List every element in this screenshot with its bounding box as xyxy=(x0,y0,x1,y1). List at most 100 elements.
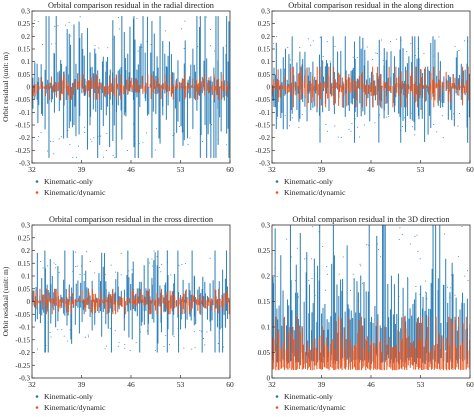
data-point xyxy=(410,42,412,44)
x-tick-label: 32 xyxy=(268,165,276,174)
data-point xyxy=(183,347,185,349)
legend-marker xyxy=(275,395,279,398)
data-point xyxy=(459,113,461,115)
y-tick-label: -0.25 xyxy=(15,147,30,155)
y-tick-label: 0.2 xyxy=(21,33,30,41)
data-point xyxy=(37,348,39,350)
legend-marker xyxy=(35,180,39,183)
data-point xyxy=(338,273,340,275)
x-tick-label: 53 xyxy=(177,165,185,174)
data-point xyxy=(380,39,382,41)
data-point xyxy=(449,296,451,298)
data-point xyxy=(57,25,59,27)
y-axis-label: Orbit residual (unit: m) xyxy=(1,266,10,336)
data-point xyxy=(466,270,468,272)
series-kinematic-dynamic xyxy=(272,316,470,371)
data-point xyxy=(458,256,460,258)
data-point xyxy=(386,116,388,118)
data-point xyxy=(117,17,119,19)
data-point xyxy=(383,59,385,61)
data-point xyxy=(350,130,352,132)
data-point xyxy=(417,250,419,252)
data-point xyxy=(183,48,185,50)
data-point xyxy=(274,267,276,269)
data-point xyxy=(51,43,53,45)
data-point xyxy=(291,117,293,119)
data-point xyxy=(159,266,161,268)
data-point xyxy=(63,335,65,337)
data-point xyxy=(454,294,456,296)
data-point xyxy=(414,235,416,237)
data-point xyxy=(191,348,193,350)
data-point xyxy=(184,20,186,22)
data-point xyxy=(178,125,180,127)
data-point xyxy=(131,269,133,271)
data-point xyxy=(379,114,381,116)
data-point xyxy=(38,136,40,138)
data-point xyxy=(109,327,111,329)
data-point xyxy=(70,35,72,37)
data-point xyxy=(403,117,405,119)
data-point xyxy=(97,135,99,137)
data-point xyxy=(417,48,419,50)
data-point xyxy=(326,273,328,275)
y-tick-label: -0.2 xyxy=(259,134,271,142)
y-tick-label: 0 xyxy=(267,375,271,383)
data-point xyxy=(148,262,150,264)
data-point xyxy=(81,265,83,267)
data-point xyxy=(86,48,88,50)
y-tick-label: -0.2 xyxy=(19,134,31,142)
data-point xyxy=(153,250,155,252)
legend: Kinematic-only Kinematic/dynamic xyxy=(35,177,106,197)
y-axis-label: Orbit residual (unit: m) xyxy=(1,52,10,122)
y-tick-label: -0.15 xyxy=(15,336,30,344)
data-point xyxy=(324,289,326,291)
y-tick-label: -0.1 xyxy=(19,109,31,117)
data-point xyxy=(372,58,374,60)
data-point xyxy=(76,265,78,267)
data-point xyxy=(105,345,107,347)
data-point xyxy=(83,274,85,276)
data-point xyxy=(61,329,63,331)
data-point xyxy=(359,263,361,265)
data-point xyxy=(112,155,114,157)
data-point xyxy=(217,139,219,141)
data-point xyxy=(366,46,368,48)
data-point xyxy=(362,282,364,284)
data-point xyxy=(199,330,201,332)
legend-label: Kinematic/dynamic xyxy=(44,188,106,197)
data-point xyxy=(308,279,310,281)
data-point xyxy=(165,30,167,32)
data-point xyxy=(91,141,93,143)
y-tick-label: 0.1 xyxy=(261,324,270,332)
data-point xyxy=(194,347,196,349)
data-point xyxy=(351,123,353,125)
y-tick-label: 0.15 xyxy=(258,298,271,306)
data-point xyxy=(184,263,186,265)
y-tick-label: -0.1 xyxy=(259,109,271,117)
legend-label: Kinematic-only xyxy=(44,392,93,401)
x-tick-label: 46 xyxy=(367,165,375,174)
data-point xyxy=(151,265,153,267)
data-point xyxy=(57,329,59,331)
data-point xyxy=(98,47,100,49)
data-point xyxy=(42,267,44,269)
data-point xyxy=(102,156,104,158)
data-point xyxy=(289,59,291,61)
data-point xyxy=(146,330,148,332)
data-point xyxy=(127,252,129,254)
data-point xyxy=(400,130,402,132)
data-point xyxy=(151,258,153,260)
legend-label: Kinematic/dynamic xyxy=(44,403,106,412)
series-kinematic-dynamic xyxy=(32,74,230,100)
data-point xyxy=(104,274,106,276)
data-point xyxy=(34,20,36,22)
data-point xyxy=(145,132,147,134)
data-point xyxy=(124,347,126,349)
data-point xyxy=(301,114,303,116)
data-point xyxy=(173,133,175,135)
legend-label: Kinematic-only xyxy=(284,392,333,401)
y-tick-label: 0.2 xyxy=(21,247,30,255)
data-point xyxy=(319,36,321,38)
